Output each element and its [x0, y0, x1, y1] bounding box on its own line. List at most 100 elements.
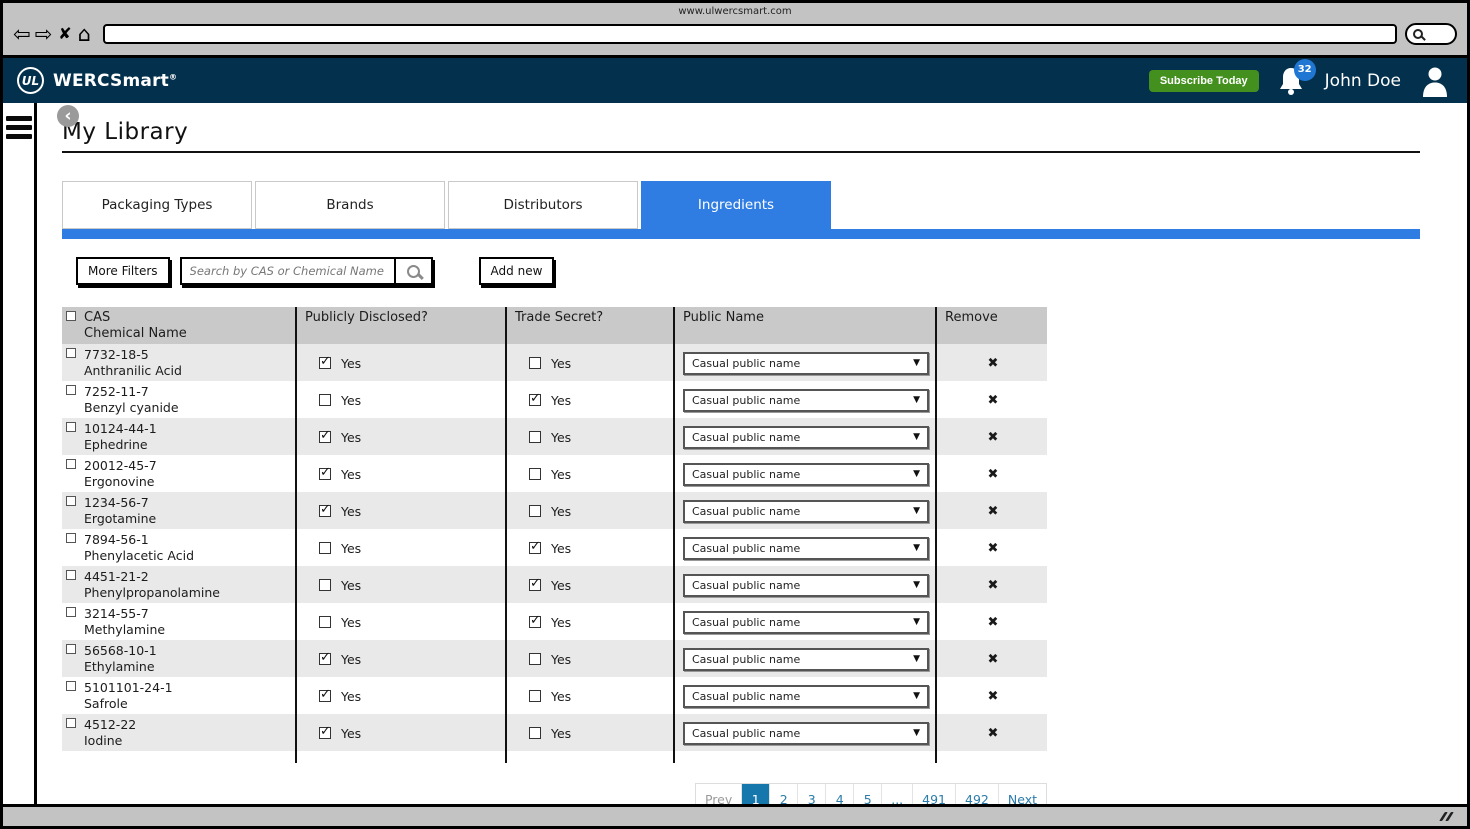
ul-logo: UL: [17, 67, 44, 94]
trade-secret-checkbox[interactable]: [529, 653, 541, 665]
more-filters-button[interactable]: More Filters: [76, 257, 170, 285]
remove-icon[interactable]: ✖: [987, 355, 999, 371]
remove-icon[interactable]: ✖: [987, 577, 999, 593]
row-select-checkbox[interactable]: [66, 348, 76, 358]
page-item-4[interactable]: 4: [826, 784, 855, 804]
row-select-checkbox[interactable]: [66, 681, 76, 691]
publicly-disclosed-checkbox[interactable]: [319, 650, 331, 665]
publicly-disclosed-checkbox[interactable]: [319, 394, 331, 406]
public-name-cell: Casual public name ▼: [675, 529, 937, 566]
publicly-disclosed-checkbox[interactable]: [319, 724, 331, 739]
page-item-3[interactable]: 3: [798, 784, 827, 804]
menu-icon[interactable]: [5, 116, 32, 139]
browser-search-button[interactable]: [1405, 23, 1457, 45]
row-select-checkbox[interactable]: [66, 459, 76, 469]
row-select-checkbox[interactable]: [66, 570, 76, 580]
search-input[interactable]: [181, 259, 394, 283]
chevron-down-icon: ▼: [913, 469, 920, 479]
remove-icon[interactable]: ✖: [987, 540, 999, 556]
publicly-disclosed-checkbox[interactable]: [319, 616, 331, 628]
row-select-checkbox[interactable]: [66, 496, 76, 506]
page-item-2[interactable]: 2: [770, 784, 799, 804]
publicly-disclosed-cell: Yes: [297, 492, 507, 529]
page-item-491[interactable]: 491: [913, 784, 957, 804]
row-select-checkbox[interactable]: [66, 422, 76, 432]
publicly-disclosed-cell: Yes: [297, 381, 507, 418]
publicly-disclosed-checkbox[interactable]: [319, 542, 331, 554]
tab-packaging-types[interactable]: Packaging Types: [62, 181, 252, 229]
row-select-checkbox[interactable]: [66, 533, 76, 543]
trade-secret-checkbox[interactable]: [529, 727, 541, 739]
publicly-disclosed-checkbox[interactable]: [319, 354, 331, 369]
resize-grip-icon[interactable]: [1439, 812, 1454, 821]
publicly-disclosed-checkbox[interactable]: [319, 502, 331, 517]
public-name-dropdown[interactable]: Casual public name ▼: [683, 721, 929, 745]
remove-icon[interactable]: ✖: [987, 725, 999, 741]
row-select-checkbox[interactable]: [66, 644, 76, 654]
select-all-checkbox[interactable]: [66, 311, 76, 321]
tab-brands[interactable]: Brands: [255, 181, 445, 229]
back-icon[interactable]: ⇦: [13, 22, 31, 46]
publicly-disclosed-checkbox[interactable]: [319, 465, 331, 480]
page-item-next[interactable]: Next: [1007, 792, 1037, 804]
forward-icon[interactable]: ⇨: [34, 22, 53, 46]
page-item-...[interactable]: ...: [882, 784, 914, 804]
trade-secret-checkbox[interactable]: [529, 613, 541, 628]
trade-secret-checkbox[interactable]: [529, 539, 541, 554]
search-icon: [406, 264, 420, 278]
page-item-prev[interactable]: Prev: [696, 784, 743, 804]
remove-icon[interactable]: ✖: [987, 688, 999, 704]
public-name-dropdown[interactable]: Casual public name ▼: [683, 684, 929, 708]
yes-label: Yes: [341, 503, 362, 519]
public-name-dropdown[interactable]: Casual public name ▼: [683, 351, 929, 375]
trade-secret-checkbox[interactable]: [529, 357, 541, 369]
user-avatar[interactable]: [1419, 65, 1451, 97]
table-row: 4512-22 Iodine Yes Yes Casual public nam…: [62, 714, 1047, 751]
row-select-checkbox[interactable]: [66, 385, 76, 395]
page-back-button[interactable]: ‹: [57, 105, 79, 127]
publicly-disclosed-cell: Yes: [297, 677, 507, 714]
trade-secret-checkbox[interactable]: [529, 468, 541, 480]
remove-icon[interactable]: ✖: [987, 503, 999, 519]
page-item-5[interactable]: 5: [854, 784, 883, 804]
trade-secret-checkbox[interactable]: [529, 576, 541, 591]
row-select-checkbox[interactable]: [66, 718, 76, 728]
publicly-disclosed-checkbox[interactable]: [319, 687, 331, 702]
trade-secret-checkbox[interactable]: [529, 431, 541, 443]
public-name-dropdown[interactable]: Casual public name ▼: [683, 425, 929, 449]
row-select-checkbox[interactable]: [66, 607, 76, 617]
address-bar[interactable]: [102, 24, 1397, 44]
browser-chrome: www.ulwercsmart.com ⇦ ⇨ ✘ ⌂: [3, 3, 1467, 58]
table-search-button[interactable]: [393, 259, 431, 283]
page-item-492[interactable]: 492: [956, 784, 999, 804]
public-name-dropdown[interactable]: Casual public name ▼: [683, 573, 929, 597]
cas-number: 56568-10-1: [84, 643, 157, 658]
remove-icon[interactable]: ✖: [987, 651, 999, 667]
table-row: 56568-10-1 Ethylamine Yes Yes Casual pub…: [62, 640, 1047, 677]
public-name-dropdown[interactable]: Casual public name ▼: [683, 388, 929, 412]
trade-secret-checkbox[interactable]: [529, 391, 541, 406]
home-icon[interactable]: ⌂: [77, 22, 91, 46]
publicly-disclosed-checkbox[interactable]: [319, 428, 331, 443]
stop-icon[interactable]: ✘: [58, 24, 72, 43]
public-name-dropdown[interactable]: Casual public name ▼: [683, 536, 929, 560]
tab-ingredients[interactable]: Ingredients: [641, 181, 831, 229]
public-name-dropdown[interactable]: Casual public name ▼: [683, 647, 929, 671]
tab-distributors[interactable]: Distributors: [448, 181, 638, 229]
remove-cell: ✖: [937, 529, 1047, 566]
publicly-disclosed-checkbox[interactable]: [319, 579, 331, 591]
public-name-dropdown[interactable]: Casual public name ▼: [683, 499, 929, 523]
public-name-value: Casual public name: [692, 504, 801, 518]
add-new-button[interactable]: Add new: [478, 257, 555, 285]
remove-icon[interactable]: ✖: [987, 429, 999, 445]
remove-icon[interactable]: ✖: [987, 392, 999, 408]
remove-icon[interactable]: ✖: [987, 614, 999, 630]
public-name-dropdown[interactable]: Casual public name ▼: [683, 462, 929, 486]
public-name-dropdown[interactable]: Casual public name ▼: [683, 610, 929, 634]
notifications-button[interactable]: 32: [1277, 58, 1316, 96]
trade-secret-checkbox[interactable]: [529, 505, 541, 517]
page-item-1[interactable]: 1: [742, 784, 771, 804]
trade-secret-checkbox[interactable]: [529, 690, 541, 702]
remove-icon[interactable]: ✖: [987, 466, 999, 482]
subscribe-today-button[interactable]: Subscribe Today: [1148, 69, 1259, 92]
